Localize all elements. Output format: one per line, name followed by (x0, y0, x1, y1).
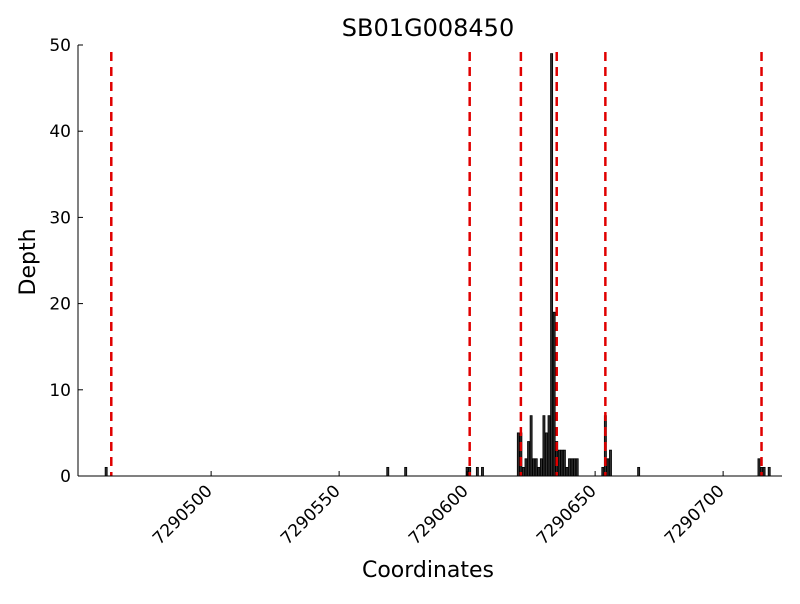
bar (481, 466, 484, 477)
bar (606, 458, 610, 477)
bar (762, 466, 766, 477)
chart-title: SB01G008450 (342, 14, 514, 42)
y-tick-label: 50 (49, 36, 71, 56)
bar (522, 466, 525, 477)
bar (475, 466, 479, 477)
y-tick-label: 20 (49, 295, 71, 315)
bar (560, 449, 564, 477)
bar (601, 466, 605, 477)
bar (532, 458, 536, 477)
plot-area (104, 52, 771, 477)
bar (547, 415, 551, 477)
bar (537, 466, 541, 477)
y-axis-label: Depth (16, 228, 41, 295)
bar (573, 458, 577, 477)
y-tick-label: 30 (49, 208, 71, 228)
bar (552, 311, 556, 477)
bar (609, 449, 612, 477)
bar (527, 441, 530, 477)
bar (557, 449, 561, 477)
bar (575, 458, 579, 477)
bar (519, 432, 523, 477)
bar (516, 432, 520, 477)
bar (562, 449, 566, 477)
y-tick-label: 40 (49, 122, 71, 142)
x-tick-label: 7290600 (405, 481, 473, 549)
x-tick-label: 7290700 (661, 481, 729, 549)
bar (524, 458, 528, 477)
bar (568, 458, 571, 477)
x-tick-label: 7290500 (149, 481, 217, 549)
x-axis-label: Coordinates (362, 558, 494, 583)
bar (539, 458, 543, 477)
bar (104, 466, 108, 477)
bar (545, 432, 548, 477)
y-tick-label: 10 (49, 381, 71, 401)
bar (637, 466, 641, 477)
x-tick-label: 7290650 (533, 481, 601, 549)
bar (386, 466, 390, 477)
x-tick-label: 7290550 (277, 481, 345, 549)
bar (529, 415, 533, 477)
bar (542, 415, 546, 477)
y-tick-label: 0 (60, 467, 71, 487)
bar (757, 458, 761, 477)
axes: 0 10 20 30 40 50 7290500 7290550 7290600 7290650 7… (49, 36, 782, 549)
bar (570, 458, 574, 477)
bar (550, 53, 554, 477)
bar (565, 466, 569, 477)
bar (534, 458, 538, 477)
bar (404, 466, 408, 477)
bar (767, 466, 771, 477)
